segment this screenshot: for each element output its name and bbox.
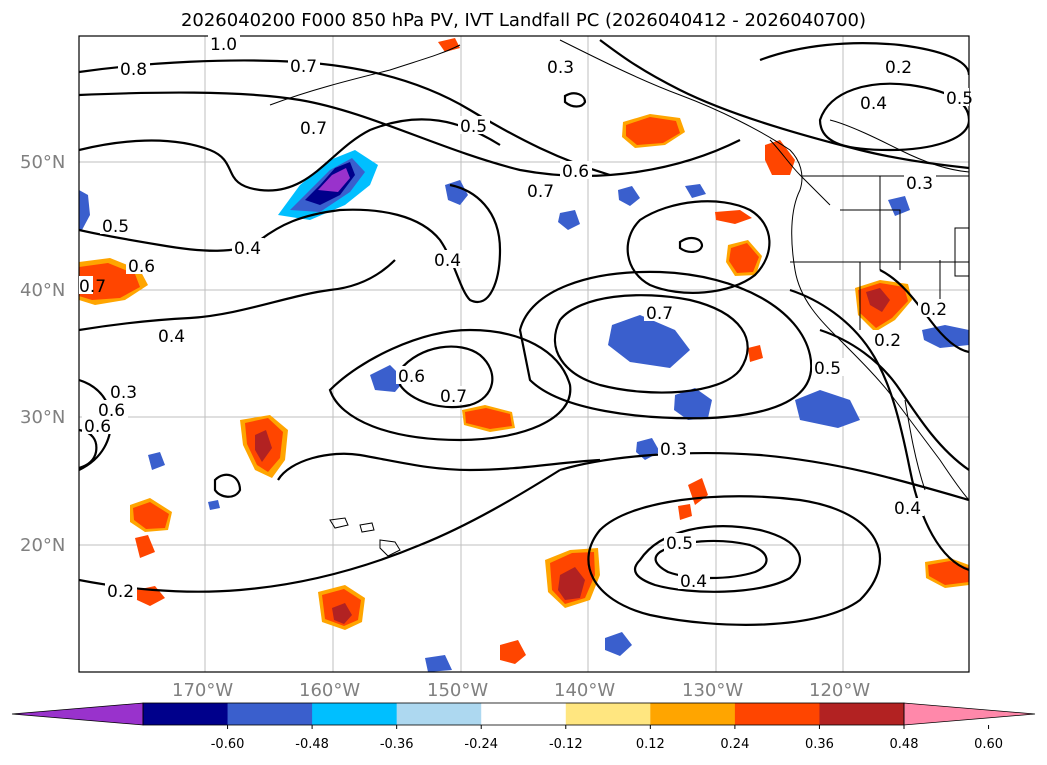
longitude-labels: 170°W 160°W 150°W 140°W 130°W 120°W bbox=[172, 680, 870, 701]
colorbar-tick-label: -0.12 bbox=[549, 737, 583, 752]
contour-label: 0.6 bbox=[98, 401, 125, 421]
lon-label: 150°W bbox=[427, 680, 488, 701]
contour-label: 1.0 bbox=[210, 35, 237, 55]
colorbar-segment bbox=[650, 703, 736, 725]
contour-label: 0.4 bbox=[680, 572, 707, 592]
colorbar-segment bbox=[143, 703, 229, 725]
positive-anomaly-regions bbox=[79, 38, 969, 664]
contour-label: 0.4 bbox=[860, 94, 887, 114]
colorbar-segment bbox=[227, 703, 313, 725]
contour-label: 0.4 bbox=[234, 239, 261, 259]
colorbar-tick-label: -0.60 bbox=[211, 737, 245, 752]
colorbar-tick-label: 0.48 bbox=[890, 737, 919, 752]
contour-label: 0.8 bbox=[120, 60, 147, 80]
contour-label: 0.2 bbox=[107, 582, 134, 602]
colorbar-tick-label: -0.48 bbox=[295, 737, 329, 752]
colorbar-tick-label: -0.24 bbox=[464, 737, 498, 752]
pv-contour-lines bbox=[79, 39, 969, 626]
contour-label: 0.3 bbox=[110, 383, 137, 403]
contour-label: 0.7 bbox=[646, 304, 673, 324]
contour-label: 0.5 bbox=[946, 89, 973, 109]
contour-label: 0.5 bbox=[666, 534, 693, 554]
colorbar-tick-label: 0.36 bbox=[805, 737, 834, 752]
colorbar-right-extend bbox=[904, 703, 1035, 725]
colorbar-segment bbox=[734, 703, 820, 725]
contour-label: 0.7 bbox=[527, 182, 554, 202]
contour-label: 0.6 bbox=[128, 257, 155, 277]
colorbar-segments bbox=[12, 703, 1035, 725]
contour-label: 0.5 bbox=[814, 359, 841, 379]
colorbar-segment bbox=[312, 703, 398, 725]
contour-label: 0.7 bbox=[300, 119, 327, 139]
filled-anomalies bbox=[79, 38, 969, 672]
contour-label: 0.4 bbox=[434, 251, 461, 271]
contour-label: 0.7 bbox=[290, 57, 317, 77]
contour-labels: 1.0 0.8 0.7 0.7 0.5 0.3 0.6 0.7 0.2 0.4 … bbox=[79, 34, 973, 602]
lat-label: 20°N bbox=[20, 535, 65, 556]
colorbar-tick-label: -0.36 bbox=[380, 737, 414, 752]
colorbar-frame bbox=[142, 702, 905, 726]
contour-label: 0.3 bbox=[547, 58, 574, 78]
colorbar-segment bbox=[481, 703, 567, 725]
contour-label: 0.7 bbox=[440, 387, 467, 407]
lon-label: 130°W bbox=[682, 680, 743, 701]
colorbar-ticks: -0.60 -0.48 -0.36 -0.24 -0.12 0.12 0.24 0.36 0.4… bbox=[211, 725, 1003, 752]
latitude-labels: 50°N 40°N 30°N 20°N bbox=[20, 152, 65, 556]
lat-label: 30°N bbox=[20, 407, 65, 428]
contour-label: 0.3 bbox=[660, 440, 687, 460]
contour-label: 0.2 bbox=[874, 331, 901, 351]
contour-label: 0.4 bbox=[894, 499, 921, 519]
contour-label: 0.2 bbox=[920, 300, 947, 320]
colorbar-segment bbox=[819, 703, 905, 725]
contour-label: 0.5 bbox=[102, 217, 129, 237]
map-plot-area bbox=[79, 36, 969, 672]
lon-label: 170°W bbox=[172, 680, 233, 701]
contour-label: 0.5 bbox=[460, 117, 487, 137]
contour-label: 0.3 bbox=[906, 174, 933, 194]
lat-label: 50°N bbox=[20, 152, 65, 173]
lon-label: 140°W bbox=[554, 680, 615, 701]
contour-label: 0.6 bbox=[398, 367, 425, 387]
colorbar-tick-label: 0.24 bbox=[720, 737, 749, 752]
lon-label: 160°W bbox=[299, 680, 360, 701]
colorbar: -0.60 -0.48 -0.36 -0.24 -0.12 0.12 0.24 0.36 0.4… bbox=[11, 702, 1036, 752]
contour-label: 0.6 bbox=[562, 162, 589, 182]
contour-label: 0.7 bbox=[79, 277, 106, 297]
colorbar-segment bbox=[396, 703, 482, 725]
map-title: 2026040200 F000 850 hPa PV, IVT Landfall… bbox=[180, 10, 867, 31]
colorbar-segment bbox=[565, 703, 651, 725]
negative-anomaly-regions bbox=[79, 150, 969, 672]
contour-label: 0.4 bbox=[158, 327, 185, 347]
coastlines bbox=[269, 39, 969, 557]
map-frame bbox=[78, 35, 970, 673]
colorbar-left-extend bbox=[12, 703, 143, 725]
lat-label: 40°N bbox=[20, 280, 65, 301]
contour-label: 0.2 bbox=[885, 58, 912, 78]
colorbar-tick-label: 0.12 bbox=[636, 737, 665, 752]
lon-label: 120°W bbox=[809, 680, 870, 701]
contour-label: 0.6 bbox=[84, 417, 111, 437]
colorbar-tick-label: 0.60 bbox=[974, 737, 1003, 752]
